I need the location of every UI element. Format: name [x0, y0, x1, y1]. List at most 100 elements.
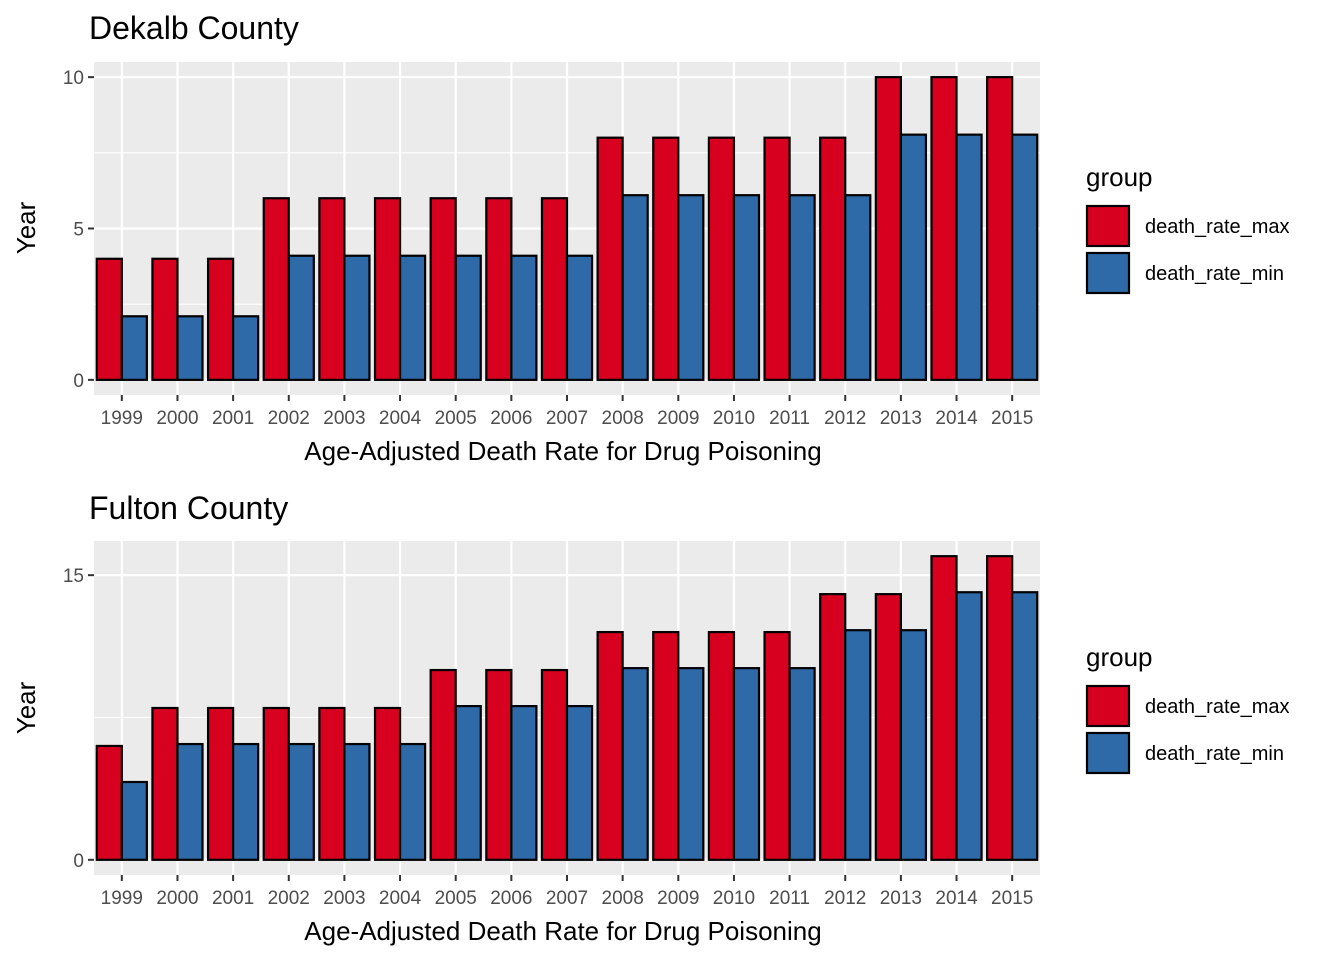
bars [95, 555, 1039, 861]
bar-death_rate_max-1999 [95, 257, 123, 381]
legend-label-max: death_rate_max [1145, 216, 1290, 238]
x-tick-label: 2009 [657, 408, 699, 429]
legend-swatch-min [1085, 251, 1131, 295]
bar-death_rate_min-2011 [788, 194, 816, 381]
x-tick-label: 2011 [769, 408, 810, 429]
bar-death_rate_max-2003 [318, 706, 346, 861]
bar-death_rate_max-2000 [151, 706, 179, 861]
bar-death_rate_min-2006 [510, 254, 538, 381]
y-tick-label: 0 [73, 851, 84, 872]
bar-death_rate_min-2010 [732, 667, 761, 861]
x-tick-label: 1999 [101, 888, 143, 909]
bar-death_rate_min-2003 [343, 254, 371, 381]
bar-death_rate_min-2007 [565, 254, 594, 381]
bar-death_rate_min-1999 [120, 780, 148, 861]
x-tick-label: 2012 [824, 888, 866, 909]
x-tick-label: 2002 [268, 888, 310, 909]
bar-death_rate_min-2000 [176, 742, 204, 861]
bar-death_rate_max-2010 [707, 630, 736, 861]
bar-death_rate_max-2012 [819, 593, 847, 861]
x-axis-ticks: 1999 2000 2001 2002 2003 2004 2005 2006 2007 2008… [101, 395, 1033, 429]
legend-swatch-min [1085, 731, 1131, 775]
x-axis-title: Age-Adjusted Death Rate for Drug Poisoni… [304, 916, 821, 946]
bar-death_rate_min-2012 [844, 629, 872, 861]
x-tick-label: 2009 [657, 888, 699, 909]
bar-death_rate_min-2007 [565, 705, 594, 861]
legend-label-max: death_rate_max [1145, 696, 1290, 718]
bar-death_rate_min-2000 [176, 315, 204, 381]
bar-death_rate_max-2005 [429, 668, 457, 861]
x-tick-label: 1999 [101, 408, 143, 429]
bar-death_rate_max-2015 [986, 555, 1014, 861]
x-tick-label: 2010 [713, 408, 755, 429]
x-tick-label: 2008 [602, 888, 644, 909]
x-tick-label: 2005 [435, 888, 477, 909]
bar-death_rate_min-2001 [232, 742, 260, 861]
bar-death_rate_max-2000 [151, 257, 179, 381]
bar-death_rate_min-2001 [232, 315, 260, 381]
bar-death_rate_max-2011 [763, 630, 791, 861]
legend-title: group [1086, 642, 1153, 672]
bars [95, 76, 1039, 381]
bar-death_rate_max-2004 [373, 706, 402, 861]
bar-death_rate_min-2003 [343, 742, 371, 861]
bar-death_rate_max-2002 [262, 706, 290, 861]
x-tick-label: 2006 [490, 888, 532, 909]
x-tick-label: 2013 [880, 888, 922, 909]
bar-death_rate_max-2008 [596, 136, 624, 381]
bar-death_rate_min-2002 [287, 742, 315, 861]
bar-death_rate_max-2007 [540, 197, 569, 381]
x-tick-label: 2007 [546, 888, 588, 909]
x-tick-label: 2013 [880, 408, 922, 429]
x-axis-ticks: 1999 2000 2001 2002 2003 2004 2005 2006 2007 2008… [101, 875, 1033, 909]
x-tick-label: 2012 [824, 408, 866, 429]
x-tick-label: 2015 [991, 888, 1033, 909]
x-tick-label: 2007 [546, 408, 588, 429]
bar-death_rate_min-2014 [955, 591, 983, 861]
bar-death_rate_max-2009 [652, 630, 680, 861]
bar-death_rate_max-2013 [874, 76, 902, 381]
bar-death_rate_min-2014 [955, 133, 983, 381]
bar-death_rate_min-2012 [844, 194, 872, 381]
x-tick-label: 2008 [602, 408, 644, 429]
y-axis-title: Year [11, 201, 41, 254]
bar-death_rate_max-2004 [373, 197, 402, 381]
bar-death_rate_max-2009 [652, 136, 680, 381]
bar-death_rate_max-1999 [95, 744, 123, 861]
x-tick-label: 2002 [268, 408, 310, 429]
bar-death_rate_min-2013 [899, 133, 928, 381]
bar-death_rate_min-2008 [621, 667, 649, 861]
legend: group death_rate_max death_rate_min [1085, 642, 1290, 775]
x-tick-label: 2014 [935, 408, 978, 429]
chart-title: Dekalb County [89, 10, 299, 46]
bar-death_rate_min-2006 [510, 705, 538, 861]
bar-death_rate_min-2011 [788, 667, 816, 861]
x-tick-label: 2010 [713, 888, 755, 909]
x-tick-label: 2014 [935, 888, 978, 909]
bar-death_rate_max-2006 [485, 668, 513, 861]
bar-death_rate_max-2015 [986, 76, 1014, 381]
bar-death_rate_max-2011 [763, 136, 791, 381]
y-axis-title: Year [11, 681, 41, 734]
x-tick-label: 2006 [490, 408, 532, 429]
legend-swatch-max [1085, 684, 1131, 728]
bar-death_rate_min-2009 [677, 667, 705, 861]
x-tick-label: 2001 [212, 888, 254, 909]
x-tick-label: 2004 [379, 888, 422, 909]
bar-death_rate_max-2006 [485, 197, 513, 381]
x-tick-label: 2000 [156, 888, 198, 909]
y-tick-label: 0 [73, 371, 84, 392]
legend-label-min: death_rate_min [1145, 263, 1284, 285]
bar-death_rate_min-1999 [120, 315, 148, 381]
x-tick-label: 2001 [212, 408, 254, 429]
bar-death_rate_min-2004 [398, 742, 427, 861]
legend-title: group [1086, 162, 1153, 192]
bar-death_rate_min-2015 [1011, 133, 1039, 381]
bar-death_rate_min-2005 [454, 254, 482, 381]
bar-death_rate_max-2010 [707, 136, 736, 381]
bar-death_rate_max-2014 [930, 76, 958, 381]
y-axis-ticks: 0 15 [63, 566, 94, 872]
bar-death_rate_max-2005 [429, 197, 457, 381]
legend-label-min: death_rate_min [1145, 743, 1284, 765]
bar-death_rate_max-2001 [206, 706, 235, 861]
